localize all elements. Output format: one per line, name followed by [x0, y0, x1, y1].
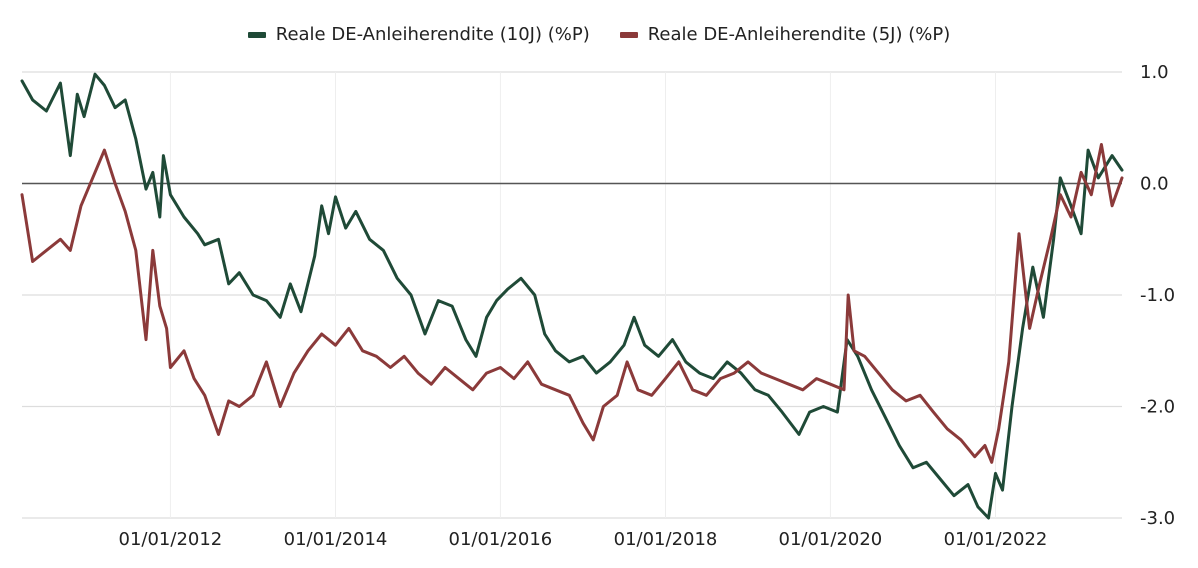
series-line-5y: [20, 143, 1124, 464]
legend-label-10y: Reale DE-Anleiherendite (10J) (%P): [275, 24, 590, 45]
y-gridlines: [22, 71, 1122, 519]
x-tick-label: 01/01/2018: [614, 529, 718, 550]
legend: Reale DE-Anleiherendite (10J) (%P) Reale…: [0, 24, 1198, 45]
legend-label-5y: Reale DE-Anleiherendite (5J) (%P): [647, 24, 951, 45]
legend-swatch-10y: [247, 31, 266, 38]
legend-item-10y[interactable]: Reale DE-Anleiherendite (10J) (%P): [247, 24, 590, 45]
y-tick-label: 1.0: [1140, 62, 1169, 83]
x-tick-label: 01/01/2012: [119, 529, 223, 550]
y-tick-label: -1.0: [1140, 285, 1175, 306]
x-axis-labels: 01/01/2012 01/01/2014 01/01/2016 01/01/2018…: [119, 529, 1048, 550]
y-tick-label: 0.0: [1140, 174, 1169, 195]
x-tick-label: 01/01/2022: [944, 529, 1048, 550]
y-axis-labels: 1.0 0.0 -1.0 -2.0 -3.0: [1140, 62, 1175, 529]
legend-swatch-5y: [619, 31, 638, 38]
y-tick-label: -3.0: [1140, 508, 1175, 529]
legend-item-5y[interactable]: Reale DE-Anleiherendite (5J) (%P): [619, 24, 951, 45]
x-tick-label: 01/01/2016: [449, 529, 553, 550]
x-tick-label: 01/01/2020: [779, 529, 883, 550]
y-tick-label: -2.0: [1140, 397, 1175, 418]
series-layer: [20, 72, 1124, 520]
x-tick-label: 01/01/2014: [284, 529, 388, 550]
series-line-10y: [20, 72, 1124, 520]
